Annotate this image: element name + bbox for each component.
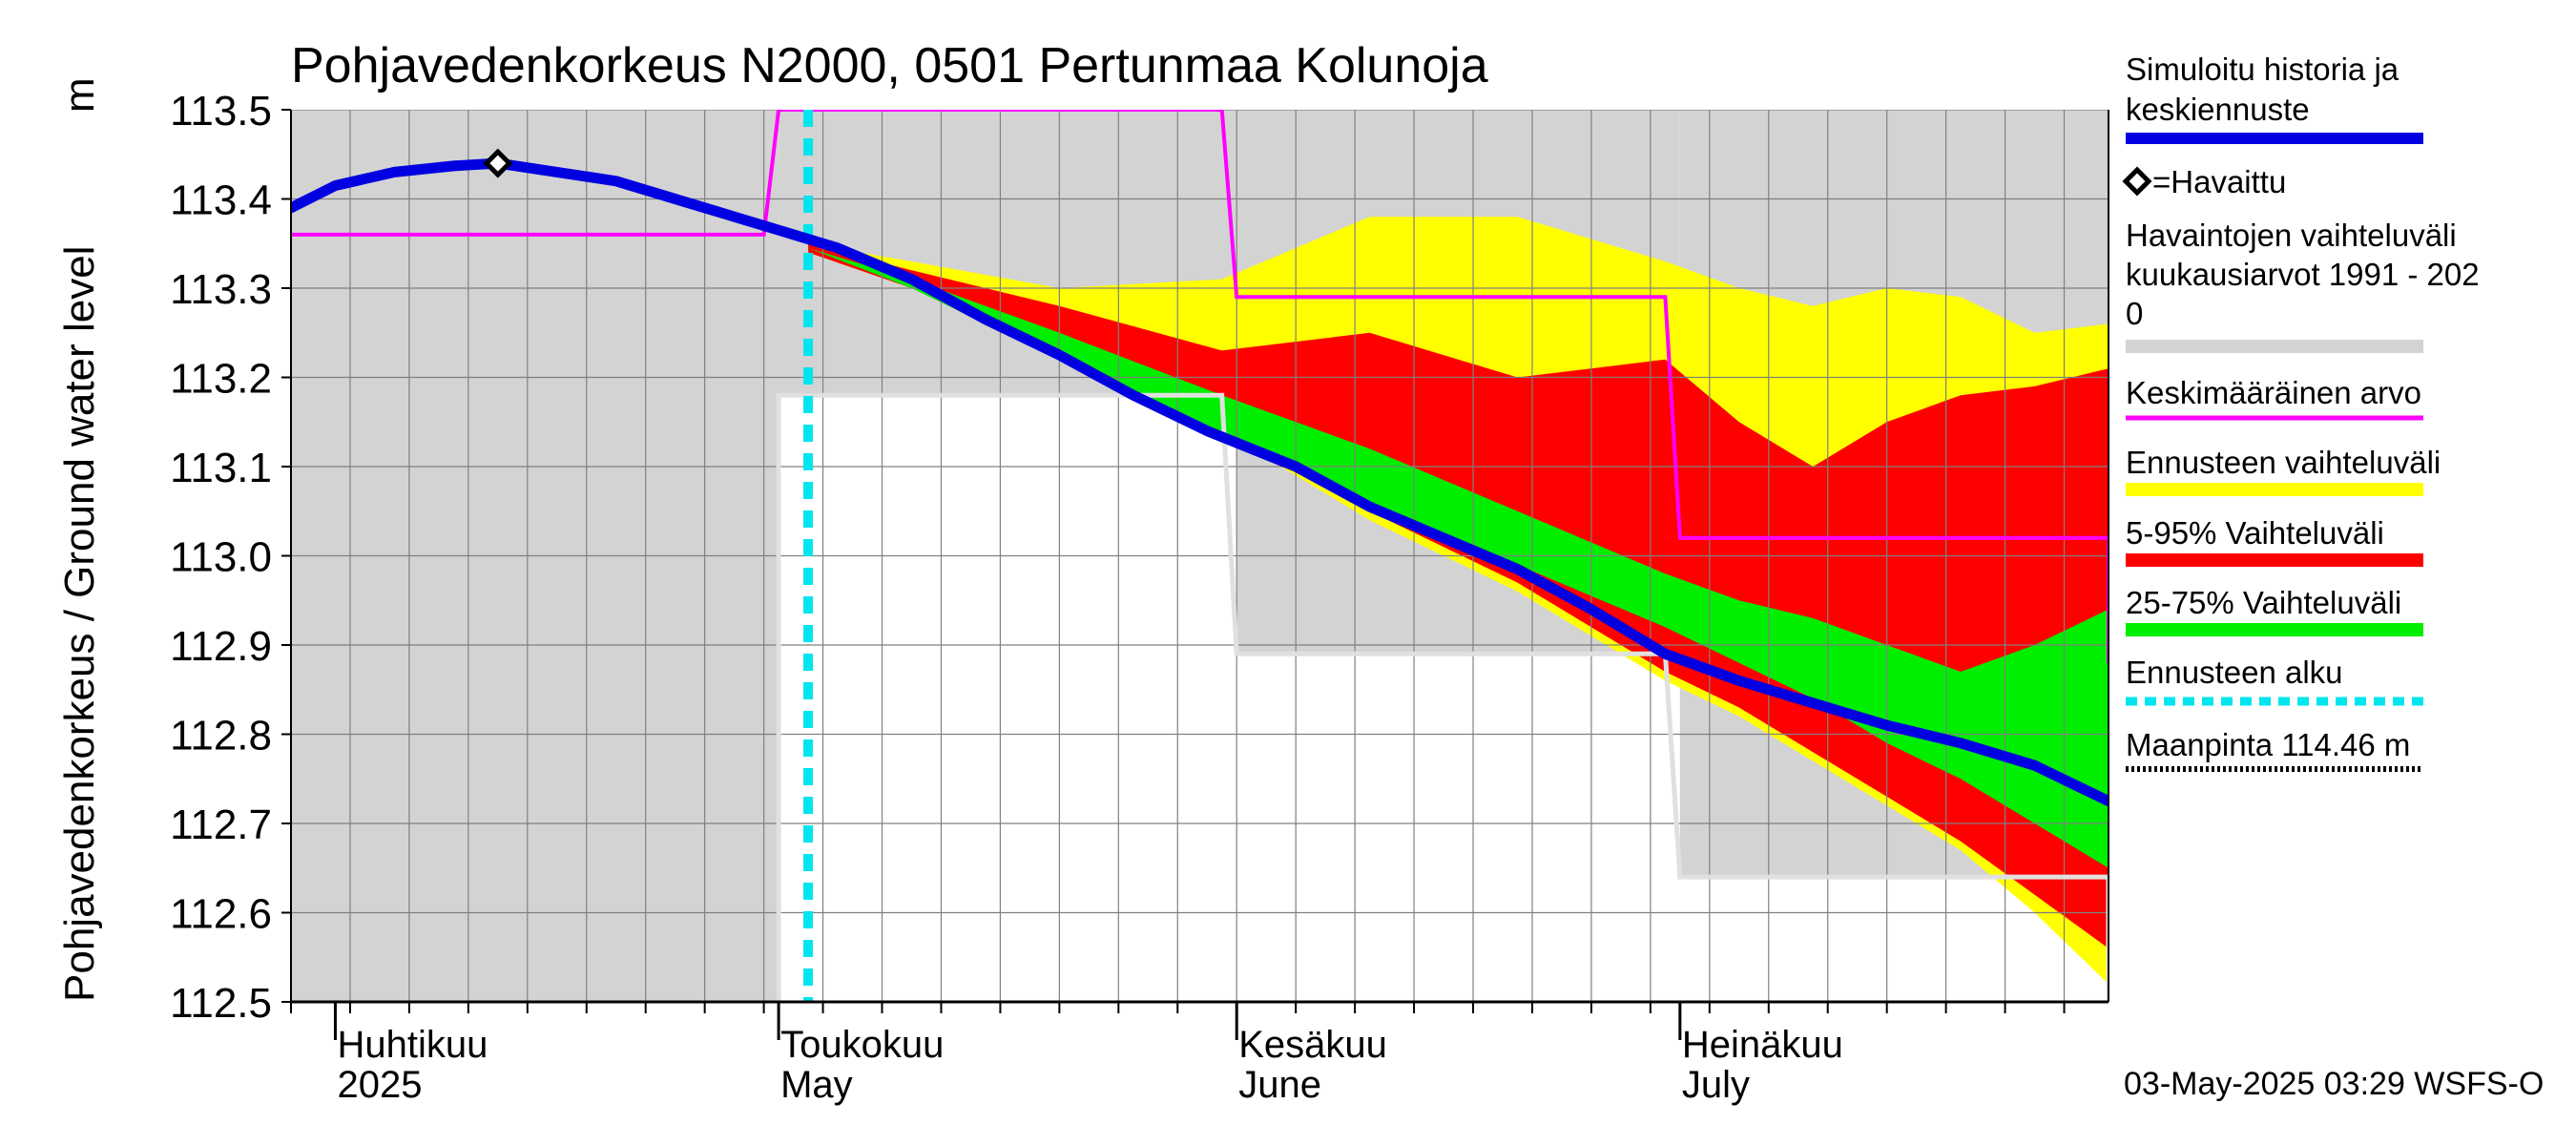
monthly-mean-line [291,110,2109,663]
legend-label-historical-line2: kuukausiarvot 1991 - 202 [2126,257,2480,292]
y-tick-label: 113.3 [170,266,272,313]
month-label-en: June [1238,1064,1321,1106]
y-tick-label: 112.9 [170,623,272,670]
month-label-en: 2025 [337,1064,422,1106]
y-axis-label: Pohjavedenkorkeus / Ground water level [56,246,103,1002]
month-label-fi: Heinäkuu [1682,1024,1843,1066]
legend-label-p5-95: 5-95% Vaihteluväli [2126,515,2384,551]
legend-label-forecast-start: Ennusteen alku [2126,655,2343,690]
legend-swatch-p5-95 [2126,553,2423,567]
legend-label-simulated-line1: Simuloitu historia ja [2126,52,2399,87]
y-tick-label: 113.0 [170,534,272,581]
legend-label-historical-line1: Havaintojen vaihteluväli [2126,218,2457,253]
month-label-fi: Toukokuu [780,1024,944,1066]
timestamp: 03-May-2025 03:29 WSFS-O [2124,1066,2544,1102]
legend-label-forecast-range: Ennusteen vaihteluväli [2126,445,2441,480]
month-label-en: May [780,1064,853,1106]
y-tick-label: 112.8 [170,713,272,760]
legend-swatch-forecast-range [2126,483,2423,496]
grid-lines [291,110,2109,1002]
legend-label-historical-line3: 0 [2126,296,2143,331]
y-tick-label: 113.4 [170,177,272,224]
y-tick-label: 112.6 [170,891,272,938]
month-label-en: July [1682,1064,1750,1106]
legend-label-ground-surface: Maanpinta 114.46 m [2126,727,2410,762]
plot-content [291,110,2109,1002]
legend-label-simulated-line2: keskiennuste [2126,92,2310,127]
legend-swatch-historical [2126,340,2423,353]
legend-swatch-observed [2122,166,2152,197]
y-tick-label: 112.7 [170,802,272,848]
p5-95-band [808,243,2109,948]
y-axis-unit: m [56,77,103,113]
plot-area [290,110,2109,1004]
legend: Simuloitu historia ja keskiennuste =Havait… [2122,52,2480,772]
simulated-median-line [291,157,2109,807]
month-label-fi: Kesäkuu [1238,1024,1387,1066]
y-tick-label: 113.5 [170,88,272,135]
chart-title: Pohjavedenkorkeus N2000, 0501 Pertunmaa … [291,38,1488,94]
y-tick-label: 113.2 [170,356,272,403]
legend-swatch-p25-75 [2126,623,2423,636]
legend-label-observed: =Havaittu [2152,164,2286,199]
y-tick-labels: 112.5 112.6 112.7 112.8 112.9 113.0 113.1 113.2… [170,88,291,1027]
legend-label-mean: Keskimääräinen arvo [2126,375,2421,410]
observed-point [483,148,513,178]
legend-label-p25-75: 25-75% Vaihteluväli [2126,585,2401,620]
forecast-range-band [808,217,2109,985]
monthly-min-line [776,392,2109,1002]
y-tick-label: 112.5 [170,980,272,1027]
month-label-fi: Huhtikuu [337,1024,488,1066]
y-tick-label: 113.1 [170,445,272,491]
